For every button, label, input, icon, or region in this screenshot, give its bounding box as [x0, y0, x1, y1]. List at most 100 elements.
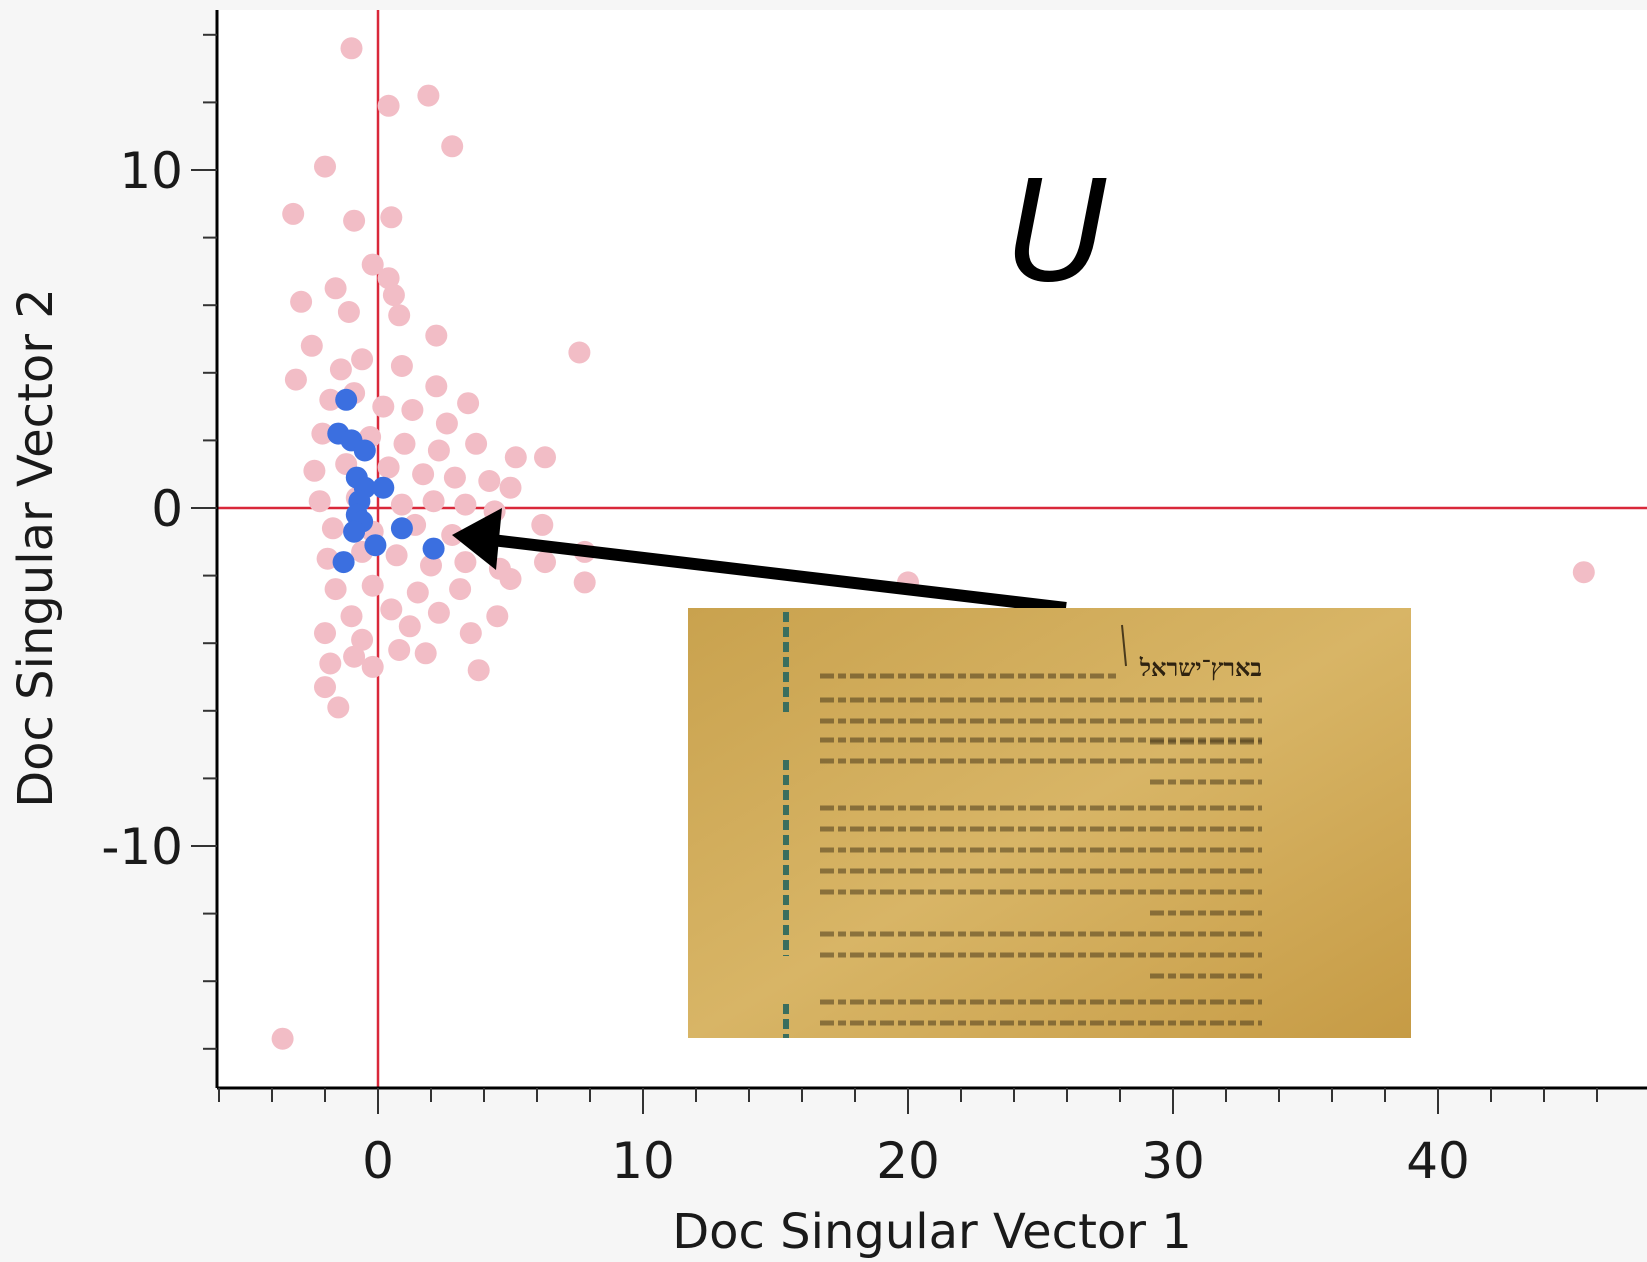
data-point: [372, 395, 395, 418]
highlighted-data-point: [390, 517, 413, 540]
x-tick-label: 10: [611, 1132, 675, 1190]
data-point: [449, 578, 472, 601]
highlighted-data-point: [422, 537, 445, 560]
data-point: [454, 551, 477, 574]
x-tick-label: 30: [1141, 1132, 1205, 1190]
data-point: [499, 568, 522, 590]
data-point: [531, 513, 554, 536]
data-point: [459, 622, 482, 645]
data-point: [568, 341, 591, 364]
data-point: [282, 202, 305, 225]
data-point: [271, 1027, 294, 1050]
data-point: [398, 615, 421, 638]
y-tick-label: 0: [151, 480, 183, 538]
x-axis-ticks: 0 10 20 30 40: [218, 1088, 1598, 1190]
data-point: [361, 655, 384, 678]
data-point: [327, 696, 350, 719]
y-tick-label: 10: [119, 142, 183, 200]
data-point: [393, 432, 416, 455]
highlighted-data-point: [353, 439, 376, 462]
matrix-label-u: U: [1007, 151, 1109, 314]
data-point: [385, 544, 408, 567]
x-tick-label: 20: [876, 1132, 940, 1190]
y-tick-label: -10: [101, 818, 183, 876]
data-point: [314, 155, 336, 178]
x-axis-title: Doc Singular Vector 1: [672, 1204, 1192, 1260]
data-point: [465, 432, 488, 455]
data-point: [377, 456, 400, 479]
data-point: [390, 493, 413, 516]
data-point: [351, 348, 374, 371]
data-point: [412, 463, 435, 486]
data-point: [388, 304, 411, 327]
data-point: [343, 645, 366, 668]
data-point: [534, 446, 556, 469]
data-point: [573, 571, 596, 594]
data-point: [314, 622, 336, 645]
data-point: [343, 209, 366, 232]
data-point: [534, 551, 556, 574]
data-point: [504, 446, 527, 469]
data-point: [380, 598, 403, 621]
y-axis-title: Doc Singular Vector 2: [8, 288, 64, 808]
data-point: [1572, 561, 1595, 584]
data-point: [478, 470, 501, 492]
highlighted-data-point: [335, 388, 358, 411]
data-point: [406, 581, 429, 604]
data-point: [319, 652, 342, 675]
data-point: [337, 301, 360, 323]
data-point: [441, 135, 464, 158]
data-point: [377, 94, 400, 117]
data-point: [311, 422, 334, 445]
data-point: [443, 466, 466, 489]
data-point: [486, 605, 509, 628]
data-point: [361, 253, 384, 276]
data-point: [308, 490, 331, 513]
data-point: [420, 554, 442, 577]
highlighted-data-point: [343, 520, 366, 543]
data-point: [390, 355, 413, 377]
data-point: [427, 601, 450, 624]
data-point: [380, 206, 403, 229]
data-point: [435, 412, 458, 435]
data-point: [351, 628, 374, 651]
y-axis-ticks: 10 0 -10: [101, 33, 217, 1050]
x-tick-label: 0: [362, 1132, 394, 1190]
x-tick-label: 40: [1406, 1132, 1470, 1190]
pointer-arrow: [452, 508, 1067, 614]
data-point: [467, 659, 490, 682]
data-point: [401, 399, 424, 421]
data-point: [300, 334, 323, 357]
document-heading: בארץ־ישראל: [1139, 653, 1262, 682]
data-point: [314, 676, 336, 699]
data-point: [340, 605, 363, 628]
highlighted-data-point: [372, 476, 395, 499]
document-image: בארץ־ישראל: [688, 608, 1411, 1038]
data-point: [361, 574, 384, 597]
data-point: [319, 388, 342, 411]
data-point: [425, 375, 448, 398]
data-point: [417, 84, 440, 107]
data-point: [324, 277, 347, 300]
document-text-lines: [820, 673, 1262, 1026]
data-point: [457, 392, 480, 415]
data-point: [454, 493, 477, 516]
data-point: [382, 284, 405, 307]
data-point: [425, 324, 448, 347]
data-point: [321, 517, 344, 540]
highlighted-data-point: [364, 534, 387, 557]
data-point: [414, 642, 437, 665]
data-point: [499, 476, 522, 499]
data-point: [422, 490, 445, 513]
data-point: [284, 368, 307, 391]
data-point: [324, 578, 347, 601]
data-point: [340, 37, 363, 60]
data-point: [388, 639, 411, 661]
data-point: [427, 439, 450, 462]
data-point: [377, 267, 400, 290]
data-point: [290, 290, 313, 313]
data-point: [329, 358, 352, 381]
highlighted-data-point: [332, 551, 355, 574]
data-points: [271, 37, 1595, 1050]
